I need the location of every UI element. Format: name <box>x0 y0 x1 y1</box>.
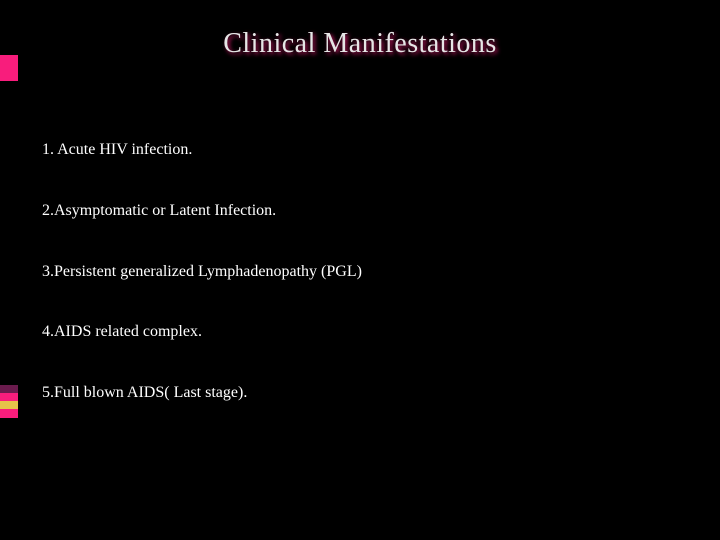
accent-stripe <box>0 401 18 409</box>
slide-title: Clinical Manifestations <box>0 0 720 60</box>
accent-stripe <box>0 393 18 401</box>
list-item: 4.AIDS related complex. <box>42 322 680 343</box>
list-item: 5.Full blown AIDS( Last stage). <box>42 383 680 404</box>
list-item: 3.Persistent generalized Lymphadenopathy… <box>42 262 680 283</box>
accent-stripe <box>0 385 18 393</box>
accent-stripe <box>0 409 18 418</box>
slide-container: Clinical Manifestations 1. Acute HIV inf… <box>0 0 720 540</box>
list-item: 1. Acute HIV infection. <box>42 140 680 161</box>
accent-bar-top <box>0 55 18 81</box>
list-item: 2.Asymptomatic or Latent Infection. <box>42 201 680 222</box>
accent-bar-stack <box>0 385 18 418</box>
slide-body: 1. Acute HIV infection. 2.Asymptomatic o… <box>42 140 680 444</box>
